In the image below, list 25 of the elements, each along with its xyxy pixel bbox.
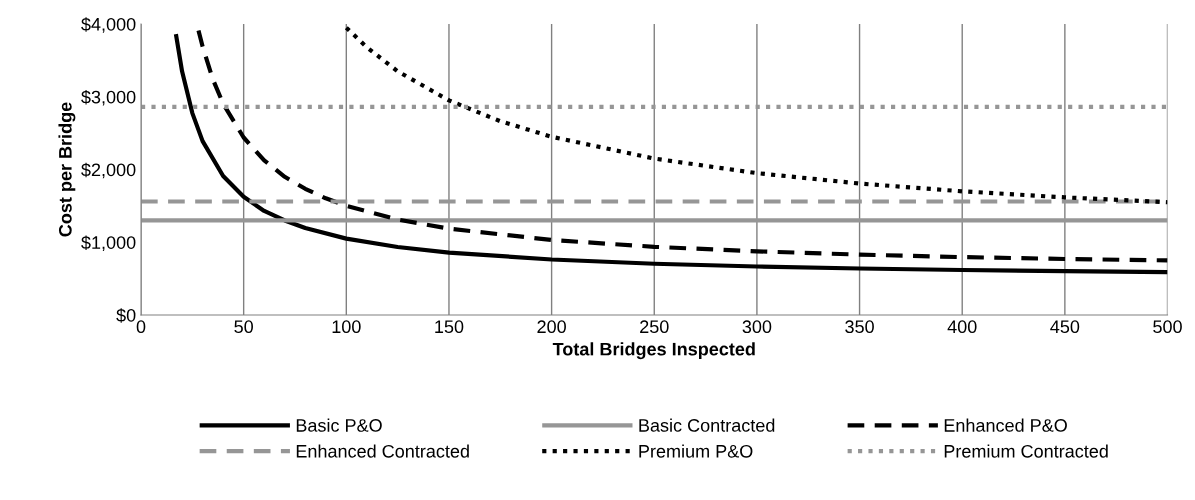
x-tick-label: 150 xyxy=(435,320,464,334)
y-tick-label: $4,000 xyxy=(81,17,136,33)
legend-label: Basic P&O xyxy=(296,418,382,432)
legend-label: Premium P&O xyxy=(639,444,753,458)
legend-label: Basic Contracted xyxy=(639,418,775,432)
x-tick-label: 200 xyxy=(537,320,566,334)
x-tick-label: 50 xyxy=(234,320,253,334)
x-tick-label: 300 xyxy=(742,320,772,334)
legend-label: Premium Contracted xyxy=(944,444,1108,458)
x-tick-label: 100 xyxy=(332,320,361,334)
x-axis-title: Total Bridges Inspected xyxy=(552,342,755,360)
line-series xyxy=(344,25,1168,205)
y-axis-title: Cost per Bridge xyxy=(58,102,76,237)
legend-label: Enhanced P&O xyxy=(944,418,1067,432)
x-tick-label: 250 xyxy=(640,320,669,334)
y-tick-label: $2,000 xyxy=(81,162,136,179)
x-tick-label: 0 xyxy=(136,320,146,334)
y-tick-label: $3,000 xyxy=(81,89,136,106)
x-tick-label: 350 xyxy=(845,320,874,334)
x-tick-label: 500 xyxy=(1153,320,1182,334)
y-tick-label: $1,000 xyxy=(81,235,136,252)
legend-label: Enhanced Contracted xyxy=(296,444,469,458)
x-tick-label: 400 xyxy=(947,320,977,334)
x-tick-label: 450 xyxy=(1050,320,1080,334)
y-tick-label: $0 xyxy=(116,308,136,323)
